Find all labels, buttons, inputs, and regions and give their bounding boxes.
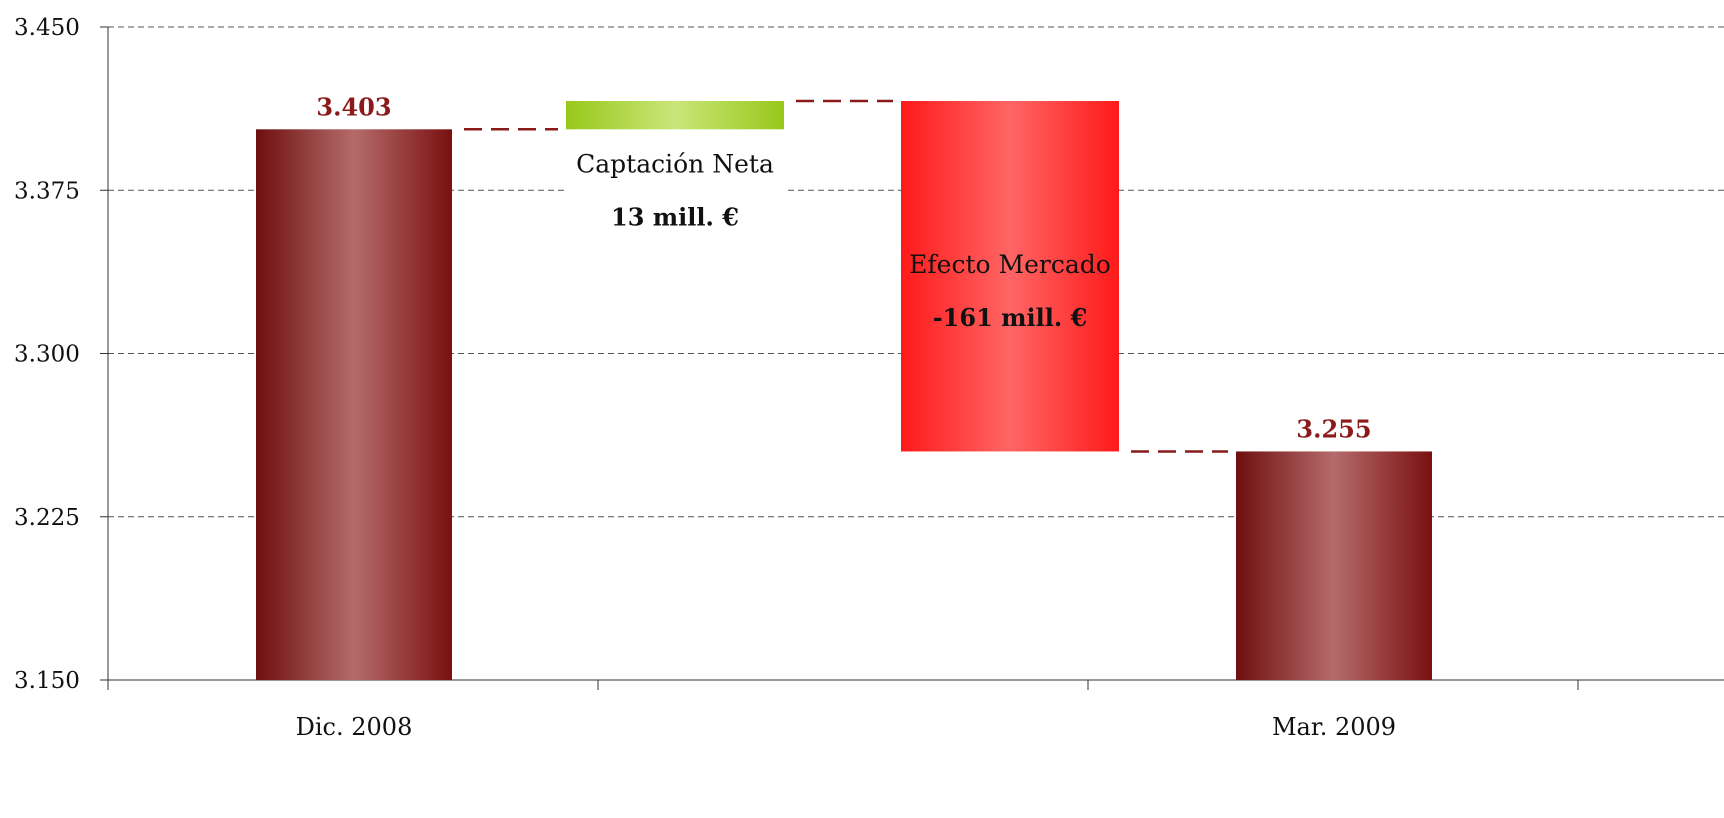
captacion-value-label: 13 mill. €	[611, 202, 739, 231]
captacion-title-label: Captación Neta	[576, 149, 774, 178]
bar-dic-2008	[256, 129, 452, 680]
y-tick-label: 3.450	[14, 15, 80, 41]
efecto-value-label: -161 mill. €	[933, 303, 1088, 332]
bar-captacion-neta	[566, 101, 784, 130]
captacion-label-box	[566, 139, 784, 248]
y-tick-label: 3.375	[14, 178, 80, 204]
x-category-label: Mar. 2009	[1272, 713, 1396, 741]
bar-mar-2009	[1236, 451, 1432, 680]
connectors	[464, 99, 1228, 453]
bar-value-label: 3.255	[1296, 414, 1371, 443]
bars	[256, 101, 1432, 680]
y-tick-label: 3.225	[14, 505, 80, 531]
efecto-title-label: Efecto Mercado	[909, 250, 1111, 279]
bar-efecto-mercado	[901, 101, 1119, 452]
bar-value-label: 3.403	[316, 92, 391, 121]
labels: 3.450 3.375 3.300 3.225 3.150 3.403 3.255 Capta…	[14, 15, 1396, 741]
y-tick-label: 3.150	[14, 668, 80, 694]
x-category-label: Dic. 2008	[296, 713, 413, 741]
y-tick-label: 3.300	[14, 342, 80, 368]
